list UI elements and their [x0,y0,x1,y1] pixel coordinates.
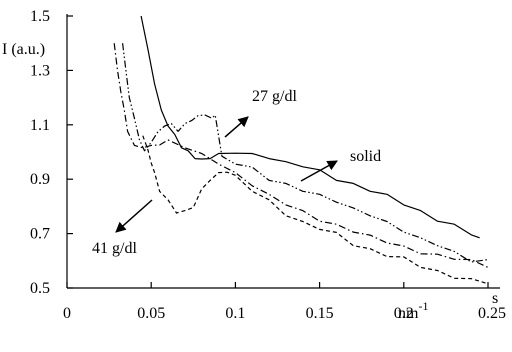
arrow-27-gdl [224,116,249,138]
x-tick-label: 0.05 [137,305,165,322]
y-tick-label: 0.5 [30,280,50,297]
x-tick-label: 0.25 [478,305,506,322]
arrow-solid [300,160,338,182]
x-axis-unit: nm-1 [398,299,428,322]
y-tick-label: 0.7 [30,226,50,243]
series-line-27-g-dl [122,43,489,263]
arrow-41-gdl [115,199,153,233]
series-line-unlabeled-2 [113,43,489,268]
annotation-solid: solid [350,148,381,165]
y-tick-label: 1.1 [30,117,50,134]
annotation-41-gdl: 41 g/dl [92,240,137,257]
series-line-41-g-dl [142,135,489,285]
x-axis-label: s [492,290,498,307]
y-axis-label: I (a.u.) [2,41,45,58]
y-tick-label: 1.5 [30,8,50,25]
series-line-solid [140,15,480,239]
x-tick-label: 0.2 [394,305,414,322]
annotation-27-gdl: 27 g/dl [252,88,297,105]
y-tick-label: 1.3 [30,62,50,79]
x-tick-label: 0.1 [225,305,245,322]
axis-ticks: 0 0.05 0.1 0.15 0.2 0.25 0.5 0.7 0.9 1.1 1.3 1.5 [30,8,506,322]
series-layer [113,15,489,285]
x-tick-label: 0.15 [306,305,334,322]
x-tick-label: 0 [63,305,71,322]
y-tick-label: 0.9 [30,171,50,188]
